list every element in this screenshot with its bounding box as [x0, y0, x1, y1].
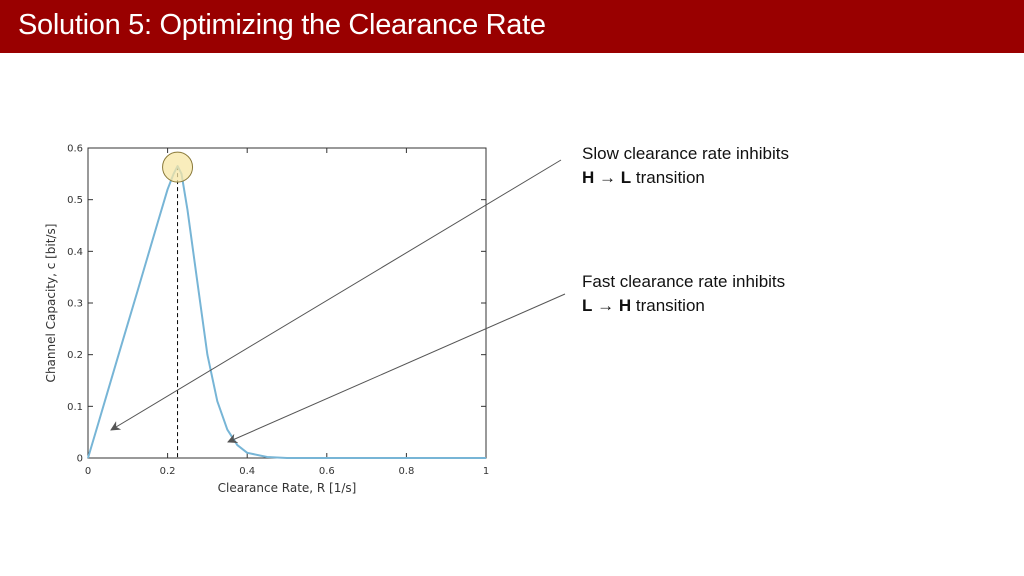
x-tick-label: 0.6 — [319, 466, 335, 477]
y-tick-label: 0.6 — [67, 144, 83, 155]
x-tick-label: 0 — [85, 466, 91, 477]
fast-clearance-annotation: Fast clearance rate inhibits L → H trans… — [582, 270, 785, 318]
x-axis-label: Clearance Rate, R [1/s] — [218, 481, 357, 495]
to-state-h: H — [618, 296, 632, 315]
x-tick-label: 1 — [483, 466, 489, 477]
y-axis-label: Channel Capacity, c [bit/s] — [44, 224, 58, 383]
y-tick-label: 0.5 — [67, 195, 83, 206]
slide-title: Solution 5: Optimizing the Clearance Rat… — [18, 9, 546, 41]
x-tick-label: 0.8 — [398, 466, 414, 477]
slow-annotation-line1: Slow clearance rate inhibits — [582, 144, 789, 163]
fast-annotation-line2: L → H transition — [582, 294, 785, 318]
slow-annotation-line2: H → L transition — [582, 166, 789, 190]
x-tick-label: 0.2 — [160, 466, 176, 477]
fast-annotation-line1: Fast clearance rate inhibits — [582, 272, 786, 291]
y-tick-label: 0.1 — [67, 402, 83, 413]
y-tick-label: 0 — [77, 454, 83, 465]
channel-capacity-line — [87, 165, 486, 459]
y-tick-label: 0.3 — [67, 299, 83, 310]
to-state-l: L — [620, 168, 632, 187]
title-divider — [0, 53, 1024, 55]
from-state-h: H — [582, 168, 595, 187]
transition-word: transition — [635, 168, 705, 187]
transition-word: transition — [635, 296, 705, 315]
from-state-l: L — [582, 296, 593, 315]
transition-arrow: → — [599, 168, 617, 187]
fast-rate-pointer-arrow — [227, 293, 566, 443]
transition-arrow: → — [597, 296, 615, 315]
slow-clearance-annotation: Slow clearance rate inhibits H → L trans… — [582, 142, 789, 190]
plot-frame — [87, 147, 487, 459]
peak-highlight-circle — [162, 151, 194, 183]
title-bar: Solution 5: Optimizing the Clearance Rat… — [0, 0, 1024, 53]
slow-rate-pointer-arrow — [110, 159, 562, 431]
y-tick-label: 0.4 — [67, 247, 83, 258]
y-tick-label: 0.2 — [67, 350, 83, 361]
x-tick-label: 0.4 — [239, 466, 255, 477]
